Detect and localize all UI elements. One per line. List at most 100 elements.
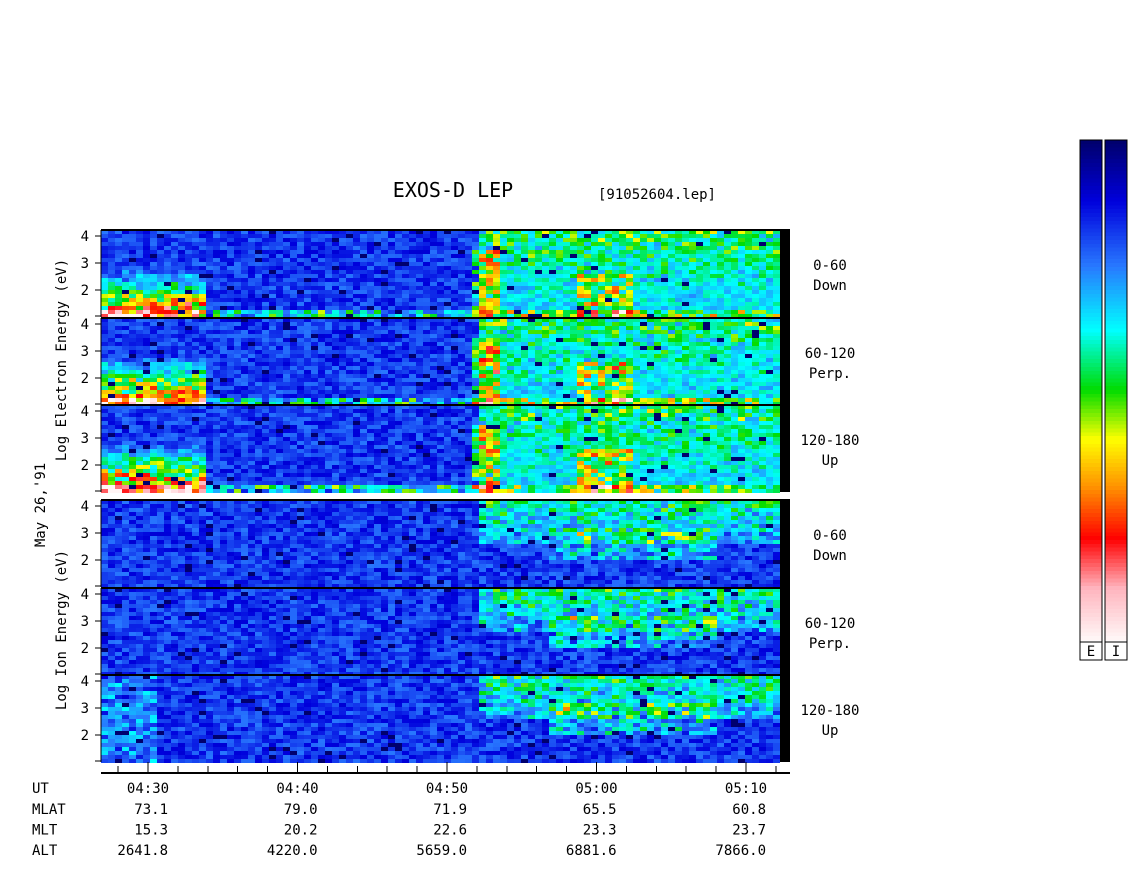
spectrogram-cell: [178, 437, 185, 441]
spectrogram-cell: [465, 370, 472, 374]
spectrogram-cell: [353, 350, 360, 354]
spectrogram-cell: [241, 254, 248, 258]
spectrogram-cell: [332, 354, 339, 358]
spectrogram-cell: [465, 342, 472, 346]
spectrogram-cell: [122, 433, 129, 437]
spectrogram-cell: [472, 254, 479, 258]
spectrogram-cell: [458, 358, 465, 362]
spectrogram-cell: [122, 298, 129, 302]
spectrogram-cell: [367, 270, 374, 274]
spectrogram-cell: [269, 326, 276, 330]
spectrogram-cell: [626, 254, 633, 258]
spectrogram-cell: [563, 286, 570, 290]
spectrogram-cell: [430, 358, 437, 362]
spectrogram-cell: [647, 290, 654, 294]
spectrogram-cell: [115, 386, 122, 390]
spectrogram-cell: [206, 461, 213, 465]
spectrogram-cell: [101, 405, 108, 409]
spectrogram-cell: [129, 386, 136, 390]
spectrogram-cell: [745, 234, 752, 238]
spectrogram-cell: [675, 262, 682, 266]
spectrogram-cell: [514, 258, 521, 262]
spectrogram-cell: [591, 278, 598, 282]
spectrogram-cell: [381, 318, 388, 322]
spectrogram-cell: [318, 413, 325, 417]
spectrogram-cell: [297, 354, 304, 358]
spectrogram-cell: [696, 346, 703, 350]
spectrogram-cell: [549, 390, 556, 394]
spectrogram-cell: [675, 334, 682, 338]
spectrogram-cell: [213, 374, 220, 378]
spectrogram-cell: [507, 282, 514, 286]
spectrogram-cell: [654, 338, 661, 342]
spectrogram-cell: [220, 429, 227, 433]
spectrogram-cell: [479, 310, 486, 314]
spectrogram-cell: [612, 310, 619, 314]
spectrogram-cell: [220, 370, 227, 374]
spectrogram-cell: [115, 294, 122, 298]
spectrogram-cell: [171, 473, 178, 477]
spectrogram-cell: [766, 234, 773, 238]
spectrogram-cell: [738, 230, 745, 234]
spectrogram-cell: [465, 262, 472, 266]
spectrogram-cell: [626, 278, 633, 282]
spectrogram-cell: [395, 238, 402, 242]
spectrogram-cell: [178, 461, 185, 465]
spectrogram-cell: [269, 374, 276, 378]
spectrogram-cell: [759, 262, 766, 266]
spectrogram-cell: [255, 266, 262, 270]
spectrogram-cell: [759, 274, 766, 278]
spectrogram-cell: [213, 254, 220, 258]
spectrogram-cell: [206, 230, 213, 234]
spectrogram-cell: [500, 302, 507, 306]
spectrogram-cell: [465, 366, 472, 370]
spectrogram-cell: [220, 449, 227, 453]
spectrogram-cell: [479, 322, 486, 326]
spectrogram-cell: [444, 362, 451, 366]
spectrogram-cell: [374, 342, 381, 346]
spectrogram-cell: [605, 302, 612, 306]
spectrogram-cell: [220, 286, 227, 290]
spectrogram-cell: [570, 278, 577, 282]
spectrogram-cell: [472, 314, 479, 318]
spectrogram-cell: [164, 322, 171, 326]
spectrogram-cell: [164, 382, 171, 386]
spectrogram-cell: [416, 326, 423, 330]
spectrogram-cell: [521, 322, 528, 326]
spectrogram-cell: [157, 254, 164, 258]
spectrogram-cell: [381, 346, 388, 350]
spectrogram-cell: [766, 362, 773, 366]
spectrogram-cell: [409, 398, 416, 402]
spectrogram-cell: [276, 386, 283, 390]
spectrogram-cell: [731, 386, 738, 390]
spectrogram-cell: [570, 274, 577, 278]
spectrogram-cell: [283, 386, 290, 390]
spectrogram-cell: [507, 242, 514, 246]
spectrogram-cell: [381, 338, 388, 342]
spectrogram-cell: [626, 282, 633, 286]
spectrogram-cell: [122, 242, 129, 246]
spectrogram-cell: [507, 374, 514, 378]
spectrogram-cell: [696, 354, 703, 358]
spectrogram-cell: [430, 394, 437, 398]
spectrogram-cell: [647, 350, 654, 354]
spectrogram-cell: [402, 318, 409, 322]
spectrogram-cell: [157, 334, 164, 338]
spectrogram-cell: [353, 362, 360, 366]
spectrogram-cell: [521, 302, 528, 306]
spectrogram-cell: [311, 306, 318, 310]
spectrogram-cell: [206, 294, 213, 298]
spectrogram-cell: [696, 370, 703, 374]
spectrogram-cell: [374, 398, 381, 402]
spectrogram-cell: [773, 390, 780, 394]
spectrogram-cell: [710, 278, 717, 282]
spectrogram-cell: [136, 433, 143, 437]
spectrogram-cell: [703, 338, 710, 342]
spectrogram-cell: [465, 238, 472, 242]
spectrogram-cell: [409, 290, 416, 294]
spectrogram-cell: [178, 413, 185, 417]
spectrogram-cell: [598, 314, 605, 318]
spectrogram-cell: [451, 346, 458, 350]
spectrogram-cell: [395, 374, 402, 378]
spectrogram-cell: [773, 314, 780, 318]
